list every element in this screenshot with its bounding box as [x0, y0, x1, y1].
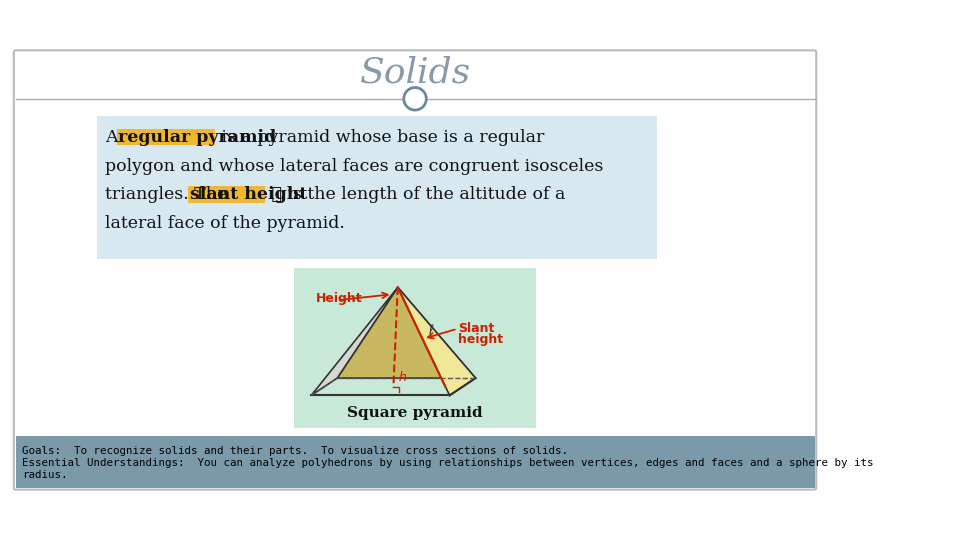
- Text: is a pyramid whose base is a regular: is a pyramid whose base is a regular: [216, 129, 544, 146]
- Text: ℓ: ℓ: [428, 323, 434, 336]
- Text: Essential Understandings:  You can analyze polyhedrons by using relationships be: Essential Understandings: You can analyz…: [22, 457, 874, 468]
- FancyBboxPatch shape: [15, 436, 814, 488]
- Text: height: height: [458, 333, 503, 346]
- Text: ℓ is the length of the altitude of a: ℓ is the length of the altitude of a: [266, 186, 565, 203]
- Polygon shape: [311, 287, 397, 395]
- FancyBboxPatch shape: [294, 268, 536, 428]
- Text: Solids: Solids: [359, 56, 470, 90]
- Polygon shape: [337, 287, 475, 378]
- Text: Slant: Slant: [458, 322, 494, 335]
- Text: h: h: [398, 371, 406, 384]
- Text: radius.: radius.: [22, 470, 68, 480]
- Text: triangles. The: triangles. The: [106, 186, 233, 203]
- FancyBboxPatch shape: [188, 186, 266, 202]
- Text: regular pyramid: regular pyramid: [118, 129, 276, 146]
- FancyBboxPatch shape: [117, 129, 215, 145]
- FancyBboxPatch shape: [13, 50, 816, 490]
- Text: slant height: slant height: [190, 186, 307, 203]
- Text: Goals:  To recognize solids and their parts.  To visualize cross sections of sol: Goals: To recognize solids and their par…: [22, 446, 568, 456]
- Text: polygon and whose lateral faces are congruent isosceles: polygon and whose lateral faces are cong…: [106, 158, 604, 174]
- Circle shape: [404, 87, 426, 110]
- Polygon shape: [397, 287, 475, 395]
- Text: lateral face of the pyramid.: lateral face of the pyramid.: [106, 215, 346, 232]
- Text: Height: Height: [316, 292, 362, 305]
- FancyBboxPatch shape: [97, 116, 658, 259]
- Text: Square pyramid: Square pyramid: [348, 406, 483, 420]
- Text: A: A: [106, 129, 124, 146]
